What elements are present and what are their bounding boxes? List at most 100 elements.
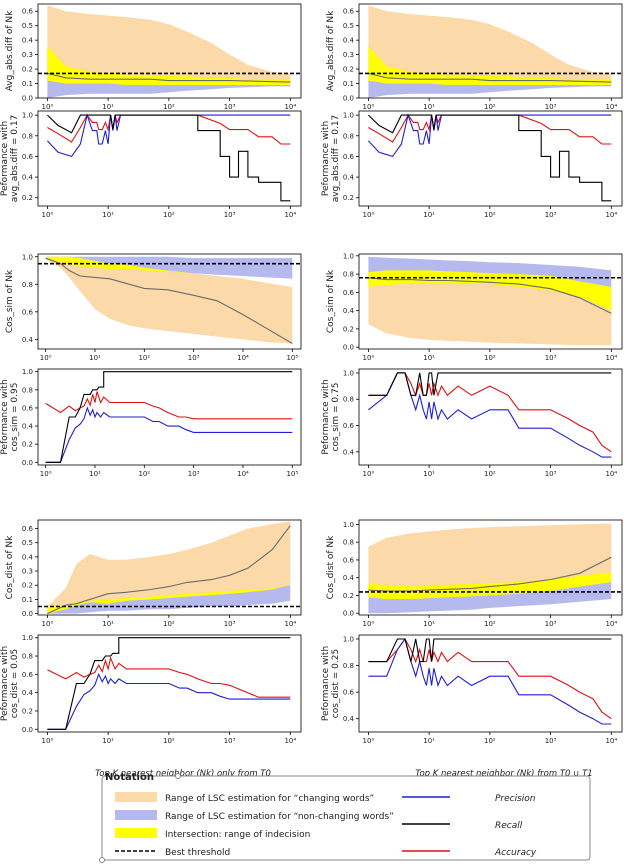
x-tick-label: 10² [484, 211, 496, 219]
panel-abs_left: 10⁰ 10¹ 10² 10³ 10⁴ 0.0 0.1 0.2 0.3 0.4 0.5 0.6 Avg_… [5, 3, 302, 111]
precision-line [368, 372, 612, 458]
changing-range-band [47, 521, 291, 614]
recall-line [47, 637, 291, 730]
legend-label-recall: Recall [495, 821, 523, 831]
panel-body [47, 637, 291, 730]
median-line [368, 277, 612, 314]
y-tick-label: 0.1 [22, 596, 33, 604]
x-tick-label: 10⁴ [284, 103, 296, 111]
y-tick-label: 1.0 [343, 521, 354, 529]
x-tick-label: 10² [163, 211, 175, 219]
x-label-right: Top K nearest neighbor (Nk) from T0 ∪ T1 [415, 769, 592, 779]
median-line [47, 72, 291, 83]
x-tick-label: 10⁰ [363, 737, 375, 745]
x-tick-label: 10⁴ [237, 354, 249, 362]
intersection-band [47, 585, 291, 614]
median-line [368, 556, 612, 592]
legend-label-accuracy: Accuracy [494, 848, 537, 858]
x-tick-label: 10⁵ [286, 470, 298, 478]
panel-frame [358, 253, 623, 350]
x-tick-label: 10⁰ [42, 211, 54, 219]
panel-frame [358, 110, 623, 207]
y-tick-label: 0.8 [22, 653, 33, 661]
x-tick-label: 10² [484, 103, 496, 111]
y-tick-label: 0.8 [343, 271, 354, 279]
x-tick-label: 10³ [545, 620, 557, 628]
x-tick-label: 10² [484, 620, 496, 628]
y-tick-label: 0.4 [343, 448, 355, 456]
precision-line [368, 637, 612, 725]
legend-title: Notation [105, 772, 154, 783]
y-tick-label: 0.2 [22, 707, 33, 715]
x-tick-label: 10³ [545, 354, 557, 362]
panel-frame [358, 634, 623, 733]
y-tick-label: 1.0 [343, 635, 354, 643]
changing-range-band [47, 5, 291, 85]
panel-body [38, 5, 301, 98]
y-axis-label-line1: Peformance with [321, 379, 331, 454]
median-line [368, 72, 612, 83]
y-tick-label: 1.0 [22, 253, 33, 261]
panel-abs_right: 10⁰ 10¹ 10² 10³ 10⁴ 0.0 0.1 0.2 0.3 0.4 0.5 0.6 Avg_… [326, 3, 623, 111]
legend-swatch-changing [115, 792, 157, 802]
x-tick-label: 10⁰ [42, 620, 54, 628]
y-axis-label: Peformance withcos_dist = 0.25 [321, 646, 341, 721]
panel-body [359, 5, 622, 98]
panel-cos_right: 10⁰ 10¹ 10² 10³ 10⁴ 0.0 0.2 0.4 0.6 0.8 1.0 Cos_sim… [326, 252, 623, 362]
panel-frame [358, 368, 623, 466]
y-tick-label: 0.4 [343, 307, 355, 315]
y-tick-label: 0.1 [22, 80, 33, 88]
y-tick-label: 0.2 [343, 592, 354, 600]
y-tick-label: 0.6 [343, 689, 355, 697]
y-tick-label: 0.3 [22, 568, 33, 576]
intersection-band [368, 572, 612, 599]
x-tick-label: 10⁰ [42, 103, 54, 111]
panel-perf_abs_right: 10⁰ 10¹ 10² 10³ 10⁴0.20.40.60.81.0Peformance… [321, 110, 623, 219]
x-tick-label: 10⁰ [363, 620, 375, 628]
x-tick-label: 10² [484, 354, 496, 362]
panel-body [368, 372, 612, 458]
y-axis-label: Avg_abs.diff of Nk [5, 10, 15, 91]
y-axis-label-line1: Peformance with [321, 121, 331, 196]
y-tick-label: 1.0 [22, 112, 33, 120]
recall-line [45, 371, 293, 463]
non-changing-range-band [45, 256, 293, 279]
y-tick-label: 0.2 [343, 66, 354, 74]
x-tick-label: 10² [163, 620, 175, 628]
panel-frame [37, 634, 302, 733]
y-tick-label: 1.0 [343, 112, 354, 120]
x-tick-label: 10¹ [423, 470, 435, 478]
x-tick-label: 10³ [545, 103, 557, 111]
y-tick-label: 0.2 [22, 582, 33, 590]
panel-frame [37, 110, 302, 207]
y-tick-label: 0.6 [22, 308, 34, 316]
intersection-band [368, 45, 612, 85]
legend-label-non-changing: Range of LSC estimation for “non-changin… [165, 812, 394, 822]
y-tick-label: 0.6 [22, 671, 34, 679]
x-tick-label: 10⁴ [605, 620, 617, 628]
y-tick-label: 0.8 [343, 396, 354, 404]
y-tick-label: 0.8 [343, 539, 354, 547]
panel-dist_right: 10⁰ 10¹ 10² 10³ 10⁴ 0.0 0.2 0.4 0.6 0.8 1.0 Cos_dis… [326, 519, 623, 628]
x-tick-label: 10⁰ [42, 737, 54, 745]
x-tick-label: 10³ [224, 211, 236, 219]
y-axis-label: Peformance withavg_abs.diff = 0.17 [0, 115, 20, 203]
y-tick-label: 0.3 [343, 51, 354, 59]
x-tick-label: 10³ [224, 737, 236, 745]
y-tick-label: 0.4 [343, 715, 355, 723]
y-tick-label: 0.0 [343, 95, 354, 103]
y-tick-label: 0.8 [22, 132, 33, 140]
median-line [45, 257, 293, 344]
y-tick-label: 0.2 [22, 194, 33, 202]
y-tick-label: 0.0 [22, 610, 33, 618]
legend-label-precision: Precision [495, 794, 536, 804]
x-tick-label: 10¹ [102, 737, 114, 745]
x-tick-label: 10⁵ [286, 354, 298, 362]
legend-handle-bottom [99, 857, 105, 863]
y-axis-label-line2: cos_dist = 0.25 [331, 649, 341, 718]
panel-body [359, 256, 622, 346]
legend-swatch-non-changing [115, 810, 157, 820]
x-tick-label: 10¹ [89, 470, 101, 478]
x-tick-label: 10³ [188, 470, 200, 478]
